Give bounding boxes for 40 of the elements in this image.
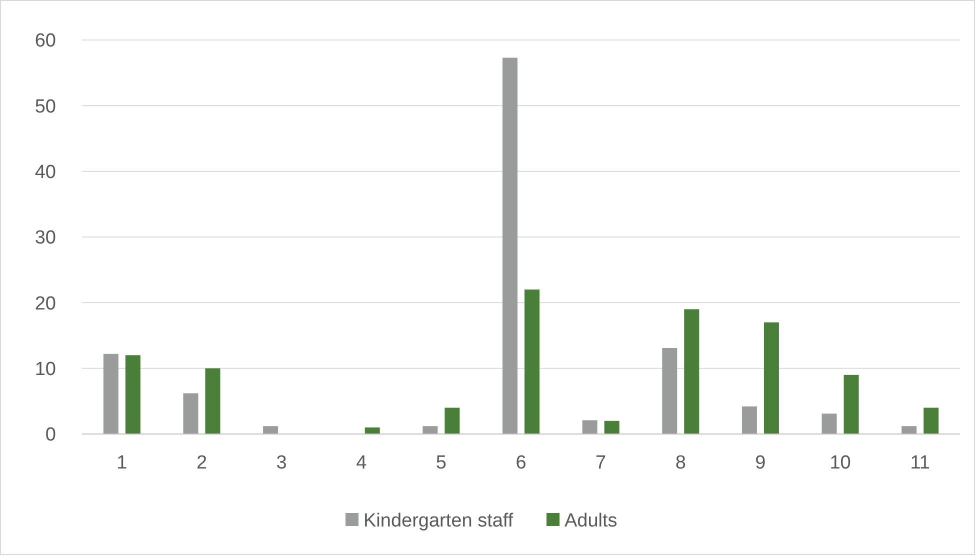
x-tick-label: 2: [196, 452, 208, 474]
x-tick-label: 6: [516, 452, 526, 474]
x-tick-label: 10: [830, 452, 851, 474]
bar: [822, 414, 837, 434]
x-tick-label: 8: [675, 452, 686, 474]
x-tick-label: 5: [436, 452, 446, 474]
bar: [924, 408, 939, 434]
y-tick-label: 40: [34, 162, 56, 183]
bar: [263, 426, 278, 434]
x-tick-label: 9: [755, 452, 766, 474]
x-tick-label: 4: [356, 452, 368, 474]
bar: [103, 354, 118, 434]
bar: [582, 420, 598, 434]
legend-label: Adults: [564, 510, 618, 532]
y-tick-label: 20: [34, 293, 56, 314]
x-tick-label: 7: [596, 452, 606, 474]
bar: [524, 290, 540, 434]
y-tick-label: 50: [34, 96, 56, 118]
bar: [742, 406, 757, 434]
bar: [902, 426, 917, 434]
legend-label: Kindergarten staff: [364, 510, 514, 532]
bar: [604, 420, 620, 434]
bar: [844, 374, 859, 434]
x-tick-label: 3: [276, 452, 287, 474]
bar: [662, 348, 678, 434]
bar: [764, 322, 779, 434]
bar: [502, 58, 518, 434]
bar: [364, 427, 380, 434]
bar: [205, 368, 220, 434]
bar: [183, 393, 198, 434]
y-tick-label: 60: [34, 30, 56, 52]
y-tick-label: 0: [45, 424, 56, 446]
bar: [125, 355, 140, 434]
bar: [422, 426, 438, 434]
bar: [684, 309, 700, 434]
x-tick-label: 11: [910, 452, 930, 474]
bar: [444, 408, 460, 434]
y-tick-label: 30: [34, 228, 56, 249]
x-tick-label: 1: [116, 452, 128, 474]
y-tick-label: 10: [34, 358, 56, 380]
